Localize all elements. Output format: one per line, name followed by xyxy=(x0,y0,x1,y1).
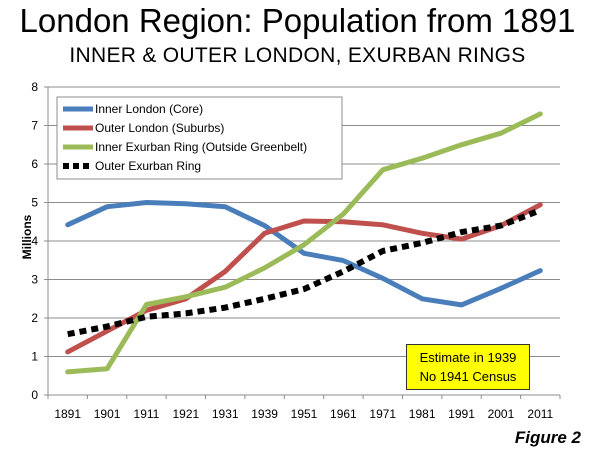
x-tick-label: 1951 xyxy=(291,407,318,421)
x-tick-label: 1891 xyxy=(54,407,81,421)
y-tick-label: 4 xyxy=(31,234,38,248)
legend-box xyxy=(56,96,343,180)
x-tick-label: 1901 xyxy=(94,407,121,421)
y-tick-label: 7 xyxy=(31,119,38,133)
legend-label: Outer Exurban Ring xyxy=(95,159,201,173)
annotation-note: Estimate in 1939 No 1941 Census xyxy=(406,344,530,390)
annotation-line-1: Estimate in 1939 xyxy=(419,350,517,365)
y-tick-label: 3 xyxy=(31,273,38,287)
legend: Inner London (Core) Outer London (Suburbs… xyxy=(56,96,343,180)
chart-title: London Region: Population from 1891 xyxy=(19,2,576,39)
figure-label: Figure 2 xyxy=(514,428,581,447)
x-tick-label: 1939 xyxy=(251,407,278,421)
x-tick-label: 2001 xyxy=(488,407,515,421)
legend-label: Inner Exurban Ring (Outside Greenbelt) xyxy=(95,140,307,154)
annotation-line-2: No 1941 Census xyxy=(419,369,517,384)
x-tick-label: 1911 xyxy=(134,407,160,421)
y-tick-label: 2 xyxy=(31,311,38,325)
x-tick-label: 1971 xyxy=(369,407,396,421)
x-tick-label: 1991 xyxy=(448,407,475,421)
x-tick-label: 1921 xyxy=(172,407,199,421)
chart-subtitle: INNER & OUTER LONDON, EXURBAN RINGS xyxy=(69,44,526,67)
y-tick-label: 6 xyxy=(31,157,38,171)
x-tick-label: 1961 xyxy=(330,407,357,421)
x-axis-ticks: 1891 1901 1911 1921 1931 1939 1951 1961 1971 1981… xyxy=(47,395,561,421)
legend-label: Outer London (Suburbs) xyxy=(95,121,224,135)
series-line xyxy=(65,200,543,308)
y-axis-ticks: 0 1 2 3 4 5 6 7 8 xyxy=(31,80,48,402)
x-tick-label: 1981 xyxy=(409,407,436,421)
x-tick-label: 1931 xyxy=(212,407,239,421)
series-lines xyxy=(65,111,543,375)
y-tick-label: 8 xyxy=(31,80,38,94)
series-line xyxy=(67,207,542,338)
y-tick-label: 1 xyxy=(31,350,38,364)
y-tick-label: 5 xyxy=(31,196,38,210)
y-tick-label: 0 xyxy=(31,388,38,402)
legend-label: Inner London (Core) xyxy=(95,102,203,116)
x-tick-label: 2011 xyxy=(527,407,553,421)
series-line xyxy=(65,111,543,375)
series-line xyxy=(65,202,543,355)
